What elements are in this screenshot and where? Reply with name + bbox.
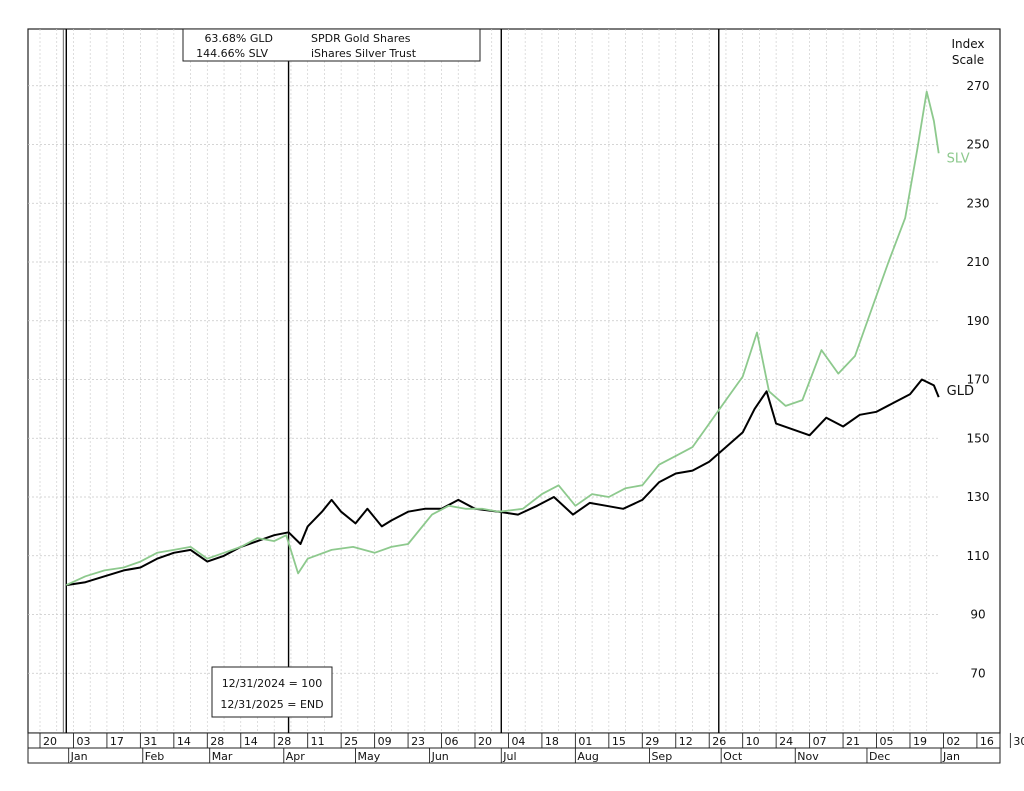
month-label-9: Oct (723, 750, 743, 763)
x-tick-label-15: 18 (545, 735, 559, 748)
y-axis-label-line2: Scale (952, 53, 984, 67)
month-label-4: May (357, 750, 380, 763)
y-tick-label-270: 270 (967, 79, 990, 93)
month-label-2: Mar (212, 750, 233, 763)
x-tick-label-27: 02 (946, 735, 960, 748)
note-end: 12/31/2025 = END (220, 698, 323, 711)
month-label-1: Feb (145, 750, 164, 763)
x-tick-label-6: 14 (244, 735, 258, 748)
x-tick-label-28: 16 (980, 735, 994, 748)
legend-gld-change: 63.68% GLD (204, 32, 273, 45)
x-tick-label-4: 14 (177, 735, 191, 748)
period-markers (62, 29, 720, 733)
grid (28, 29, 938, 733)
x-tick-label-18: 29 (645, 735, 659, 748)
x-tick-label-8: 11 (311, 735, 325, 748)
month-label-5: Jun (431, 750, 449, 763)
x-tick-label-7: 28 (277, 735, 291, 748)
x-tick-label-5: 28 (210, 735, 224, 748)
y-tick-label-230: 230 (967, 196, 990, 210)
month-label-11: Dec (869, 750, 890, 763)
legend-slv-change: 144.66% SLV (196, 47, 268, 60)
month-label-3: Apr (286, 750, 306, 763)
series-label-slv: SLV (947, 151, 970, 166)
x-tick-label-3: 31 (143, 735, 157, 748)
x-axis: 20 03 17 31 14 28 14 28 11 25 09 23 06 20 04 18 01 15 29 12… (39, 733, 1024, 763)
legend-box (182, 28, 481, 62)
x-tick-label-11: 23 (411, 735, 425, 748)
series-label-gld: GLD (947, 384, 974, 399)
legend-gld-name: SPDR Gold Shares (311, 32, 411, 45)
y-tick-label-190: 190 (967, 314, 990, 328)
y-tick-label-130: 130 (967, 490, 990, 504)
x-tick-label-14: 04 (511, 735, 525, 748)
y-tick-label-90: 90 (970, 608, 985, 622)
x-tick-label-29: 30 (1013, 735, 1024, 748)
legend: 63.68% GLD SPDR Gold Shares 144.66% SLV … (182, 28, 481, 62)
y-tick-label-70: 70 (970, 666, 985, 680)
x-tick-label-9: 25 (344, 735, 358, 748)
series-line-slv (65, 90, 940, 586)
x-tick-label-1: 03 (76, 735, 90, 748)
note-start: 12/31/2024 = 100 (222, 677, 323, 690)
y-axis: Index Scale 70 90 110 130 150 170 190 210 230 250… (951, 37, 989, 680)
x-tick-label-17: 15 (612, 735, 626, 748)
y-tick-label-210: 210 (967, 255, 990, 269)
y-tick-label-110: 110 (967, 549, 990, 563)
x-tick-label-13: 20 (478, 735, 492, 748)
x-tick-label-0: 20 (43, 735, 57, 748)
base-note: 12/31/2024 = 100 12/31/2025 = END (211, 666, 333, 718)
month-label-0: Jan (70, 750, 88, 763)
series-layer: GLD SLV (65, 90, 974, 587)
x-tick-label-12: 06 (445, 735, 459, 748)
x-tick-label-24: 21 (846, 735, 860, 748)
x-tick-label-23: 07 (813, 735, 827, 748)
month-label-12: Jan (942, 750, 960, 763)
legend-slv-name: iShares Silver Trust (311, 47, 417, 60)
x-tick-label-26: 19 (913, 735, 927, 748)
x-tick-label-22: 24 (779, 735, 793, 748)
x-tick-label-21: 10 (746, 735, 760, 748)
y-tick-label-150: 150 (967, 431, 990, 445)
month-label-7: Aug (577, 750, 598, 763)
x-tick-label-25: 05 (880, 735, 894, 748)
x-tick-label-10: 09 (378, 735, 392, 748)
month-label-8: Sep (651, 750, 672, 763)
month-label-10: Nov (797, 750, 819, 763)
x-tick-label-16: 01 (578, 735, 592, 748)
note-box (211, 666, 333, 718)
y-axis-label-line1: Index (951, 37, 984, 51)
x-tick-label-2: 17 (110, 735, 124, 748)
x-tick-label-19: 12 (679, 735, 693, 748)
x-tick-label-20: 26 (712, 735, 726, 748)
y-tick-label-250: 250 (967, 138, 990, 152)
y-tick-label-170: 170 (967, 373, 990, 387)
month-label-6: Jul (502, 750, 516, 763)
series-line-gld (66, 378, 940, 587)
